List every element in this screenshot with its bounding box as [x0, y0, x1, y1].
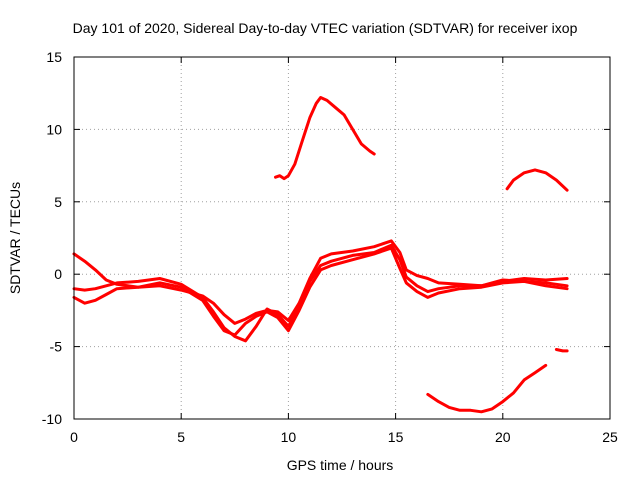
axis-ticks: 0 5 10 15 20 25 -10 -5 0 5 10 15 — [42, 49, 618, 445]
x-tick-label: 0 — [70, 429, 78, 445]
x-tick-label: 5 — [177, 429, 185, 445]
x-tick-label: 15 — [388, 429, 404, 445]
x-tick-label: 25 — [602, 429, 618, 445]
satellite-track-d-line — [274, 96, 376, 181]
x-axis-title: GPS time / hours — [287, 457, 394, 473]
y-tick-label: 5 — [54, 194, 62, 210]
plot-frame — [73, 56, 611, 420]
y-tick-label: -5 — [50, 339, 63, 355]
satellite-track-b-line — [72, 243, 569, 343]
y-tick-label: 0 — [54, 266, 62, 282]
x-tick-label: 10 — [281, 429, 297, 445]
satellite-track-f-line — [426, 363, 548, 414]
series-layer — [72, 96, 569, 414]
y-tick-label: 10 — [46, 121, 62, 137]
y-tick-label: -10 — [42, 411, 62, 427]
chart-title: Day 101 of 2020, Sidereal Day-to-day VTE… — [73, 20, 578, 36]
x-tick-label: 20 — [495, 429, 511, 445]
satellite-track-c-line — [72, 246, 569, 337]
satellite-track-g-line — [554, 348, 569, 353]
satellite-track-e-line — [505, 168, 569, 192]
grid — [74, 57, 610, 419]
y-tick-label: 15 — [46, 49, 62, 65]
y-axis-title: SDTVAR / TECUs — [7, 182, 23, 294]
